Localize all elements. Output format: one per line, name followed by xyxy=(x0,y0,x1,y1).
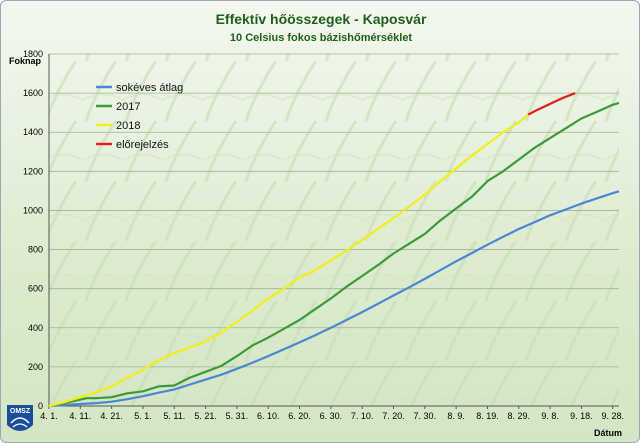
plot-background xyxy=(49,54,619,406)
x-tick-label: 6. 30. xyxy=(320,411,343,421)
logo-text: OMSZ xyxy=(10,408,31,415)
y-tick-label: 1000 xyxy=(23,205,43,215)
series-line-2 xyxy=(48,113,529,408)
x-tick-label: 6. 10. xyxy=(257,411,280,421)
legend-label-0: sokéves átlag xyxy=(116,82,183,94)
y-tick-label: 1800 xyxy=(23,49,43,59)
series-line-1 xyxy=(48,101,620,408)
x-tick-label: 9. 28. xyxy=(601,411,624,421)
y-axis-label: Foknap xyxy=(9,56,42,66)
chart-subtitle: 10 Celsius fokos bázishőmérséklet xyxy=(229,32,413,44)
y-tick-label: 400 xyxy=(28,323,43,333)
x-tick-label: 4. 21. xyxy=(100,411,123,421)
y-tick-label: 0 xyxy=(38,401,43,411)
y-tick-label: 800 xyxy=(28,245,43,255)
x-tick-label: 8. 19. xyxy=(476,411,499,421)
x-tick-label: 5. 11. xyxy=(163,411,185,421)
x-tick-label: 9. 18. xyxy=(570,411,593,421)
y-tick-label: 1400 xyxy=(23,127,43,137)
y-tick-label: 600 xyxy=(28,284,43,294)
x-tick-label: 4. 11. xyxy=(69,411,91,421)
x-tick-label: 5. 21. xyxy=(194,411,217,421)
x-tick-label: 7. 20. xyxy=(382,411,405,421)
legend-label-3: előrejelzés xyxy=(116,139,169,151)
legend-label-2: 2018 xyxy=(116,120,140,132)
chart-title: Effektív hőösszegek - Kaposvár xyxy=(215,11,427,27)
x-tick-label: 9. 8. xyxy=(541,411,559,421)
y-tick-label: 200 xyxy=(28,362,43,372)
x-tick-label: 7. 10. xyxy=(351,411,374,421)
omsz-logo: OMSZ xyxy=(7,405,33,431)
x-tick-label: 5. 1. xyxy=(134,411,152,421)
y-tick-label: 1200 xyxy=(23,166,43,176)
x-tick-label: 7. 30. xyxy=(414,411,437,421)
x-tick-label: 8. 29. xyxy=(508,411,531,421)
legend-label-1: 2017 xyxy=(116,101,140,113)
y-tick-label: 1600 xyxy=(23,88,43,98)
x-tick-label: 5. 31. xyxy=(226,411,249,421)
x-axis-label: Dátum xyxy=(594,428,623,438)
x-tick-label: 8. 9. xyxy=(447,411,465,421)
x-tick-label: 4. 1. xyxy=(40,411,58,421)
series-line-3 xyxy=(527,92,576,116)
series-line-0 xyxy=(48,190,620,408)
x-tick-label: 6. 20. xyxy=(288,411,311,421)
